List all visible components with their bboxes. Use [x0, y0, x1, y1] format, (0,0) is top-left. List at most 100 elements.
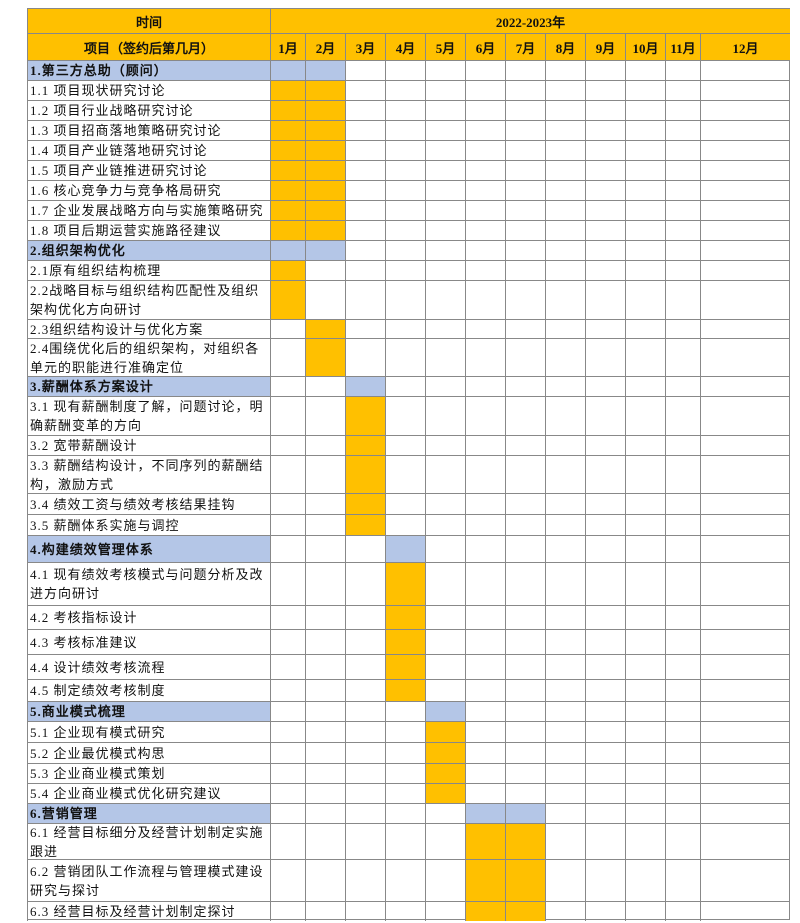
month-header: 12月	[700, 33, 790, 60]
month-cell	[270, 823, 305, 859]
month-cell	[585, 535, 625, 562]
month-cell	[700, 901, 790, 921]
month-cell	[270, 493, 305, 514]
month-cell	[700, 629, 790, 654]
month-cell	[545, 783, 585, 803]
month-cell	[625, 200, 665, 220]
month-cell	[545, 120, 585, 140]
month-cell	[585, 679, 625, 701]
month-cell	[585, 701, 625, 721]
task-label: 1.5 项目产业链推进研究讨论	[27, 160, 270, 180]
month-cell	[345, 654, 385, 679]
month-cell	[625, 823, 665, 859]
month-cell	[425, 562, 465, 605]
month-cell	[305, 859, 345, 901]
month-cell	[345, 338, 385, 376]
month-cell	[700, 514, 790, 535]
month-cell	[425, 396, 465, 435]
month-cell	[465, 629, 505, 654]
month-cell	[505, 679, 545, 701]
month-cell	[545, 160, 585, 180]
gantt-bar	[270, 80, 305, 100]
month-cell	[545, 338, 585, 376]
month-cell	[305, 679, 345, 701]
project-header: 项目（签约后第几月）	[27, 33, 270, 60]
task-label: 6.3 经营目标及经营计划制定探讨	[27, 901, 270, 921]
month-cell	[425, 319, 465, 338]
task-label: 1.7 企业发展战略方向与实施策略研究	[27, 200, 270, 220]
gantt-bar	[385, 535, 425, 562]
month-cell	[385, 859, 425, 901]
month-cell	[385, 376, 425, 396]
section-label: 6.营销管理	[27, 803, 270, 823]
month-cell	[665, 60, 700, 80]
month-cell	[545, 605, 585, 629]
month-cell	[385, 319, 425, 338]
task-label: 5.2 企业最优模式构思	[27, 742, 270, 763]
month-cell	[505, 100, 545, 120]
month-cell	[345, 562, 385, 605]
month-cell	[305, 629, 345, 654]
month-cell	[665, 140, 700, 160]
month-cell	[505, 120, 545, 140]
month-cell	[345, 535, 385, 562]
month-cell	[345, 742, 385, 763]
task-label: 1.6 核心竞争力与竞争格局研究	[27, 180, 270, 200]
month-cell	[700, 120, 790, 140]
month-cell	[700, 180, 790, 200]
month-cell	[700, 80, 790, 100]
gantt-bar	[305, 160, 345, 180]
gantt-bar	[345, 514, 385, 535]
gantt-bar	[270, 120, 305, 140]
month-cell	[700, 160, 790, 180]
month-cell	[625, 783, 665, 803]
month-cell	[585, 763, 625, 783]
month-cell	[465, 455, 505, 493]
month-cell	[585, 376, 625, 396]
month-cell	[305, 514, 345, 535]
task-label: 3.2 宽带薪酬设计	[27, 435, 270, 455]
month-cell	[625, 803, 665, 823]
month-cell	[545, 629, 585, 654]
task-label: 3.1 现有薪酬制度了解，问题讨论，明确薪酬变革的方向	[27, 396, 270, 435]
month-cell	[425, 180, 465, 200]
month-cell	[425, 679, 465, 701]
task-label: 4.5 制定绩效考核制度	[27, 679, 270, 701]
month-cell	[545, 679, 585, 701]
gantt-bar	[270, 220, 305, 240]
month-cell	[505, 160, 545, 180]
month-cell	[505, 396, 545, 435]
period-header: 2022-2023年	[270, 8, 790, 33]
month-cell	[345, 280, 385, 319]
month-cell	[465, 140, 505, 160]
month-cell	[545, 260, 585, 280]
month-cell	[345, 180, 385, 200]
month-cell	[585, 629, 625, 654]
month-cell	[585, 120, 625, 140]
month-cell	[585, 338, 625, 376]
month-cell	[505, 180, 545, 200]
month-cell	[665, 562, 700, 605]
month-cell	[625, 319, 665, 338]
task-label: 2.1原有组织结构梳理	[27, 260, 270, 280]
month-cell	[385, 721, 425, 742]
month-cell	[505, 742, 545, 763]
gantt-bar	[305, 240, 345, 260]
month-cell	[625, 120, 665, 140]
month-header: 2月	[305, 33, 345, 60]
month-cell	[545, 493, 585, 514]
month-cell	[700, 605, 790, 629]
month-cell	[625, 435, 665, 455]
month-cell	[425, 535, 465, 562]
month-cell	[305, 396, 345, 435]
month-cell	[665, 654, 700, 679]
month-cell	[700, 742, 790, 763]
month-cell	[305, 783, 345, 803]
month-cell	[270, 319, 305, 338]
month-cell	[505, 535, 545, 562]
month-cell	[505, 783, 545, 803]
gantt-bar	[385, 629, 425, 654]
month-cell	[465, 742, 505, 763]
month-cell	[505, 319, 545, 338]
month-cell	[665, 319, 700, 338]
